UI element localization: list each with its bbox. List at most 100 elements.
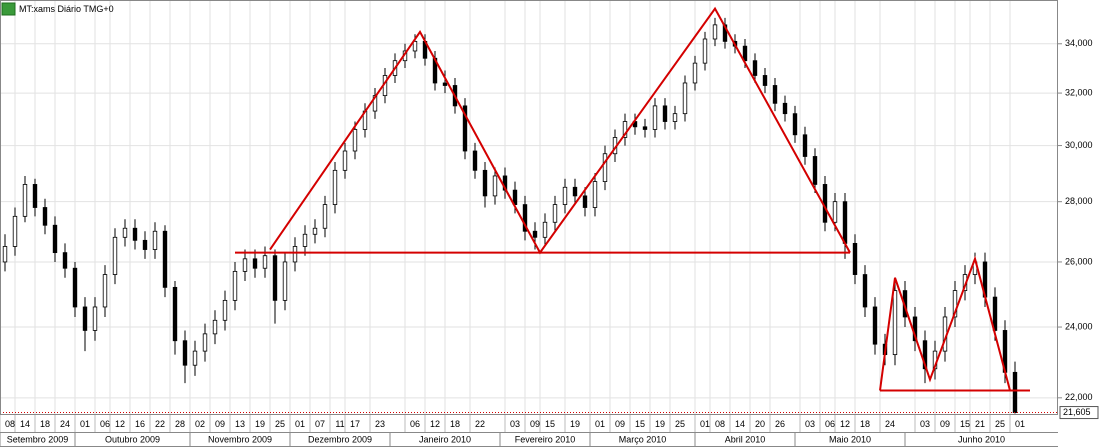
candle-body	[142, 239, 148, 250]
candle-body	[692, 62, 698, 84]
candle-body	[172, 286, 178, 342]
candle-body	[232, 270, 238, 301]
candle-body	[32, 184, 38, 208]
x-tick-label: 03	[920, 419, 930, 429]
candle-body	[602, 153, 608, 182]
x-tick-label: 22	[475, 419, 485, 429]
candle-body	[252, 258, 258, 269]
candle-body	[842, 201, 848, 244]
x-tick-label: 09	[615, 419, 625, 429]
candle-body	[92, 306, 98, 331]
month-label: Setembro 2009	[7, 434, 69, 444]
candle-body	[282, 261, 288, 301]
candle-body	[192, 350, 198, 366]
candle-body	[642, 126, 648, 130]
candle-body	[292, 246, 298, 263]
x-tick-label: 21	[975, 419, 985, 429]
candle-body	[812, 156, 818, 185]
x-tick-label: 11	[335, 419, 344, 429]
x-tick-label: 19	[570, 419, 580, 429]
candle-body	[662, 105, 668, 122]
x-tick-label: 06	[410, 419, 420, 429]
candle-body	[152, 230, 158, 250]
candle-body	[122, 227, 128, 238]
candle-body	[832, 201, 838, 223]
candle-body	[12, 215, 18, 247]
y-tick-label: 30,000	[1065, 140, 1093, 150]
candle-body	[312, 227, 318, 235]
x-tick-label: 14	[735, 419, 745, 429]
x-tick-label: 20	[755, 419, 765, 429]
candle-body	[862, 274, 868, 308]
candle-body	[492, 175, 498, 197]
x-tick-label: 13	[235, 419, 245, 429]
candle-body	[702, 38, 708, 64]
last-price-box	[1059, 406, 1099, 420]
candle-body	[752, 60, 758, 76]
candle-body	[472, 150, 478, 171]
candle-body	[1012, 371, 1018, 413]
candle-body	[2, 246, 8, 263]
x-tick-label: 22	[155, 419, 165, 429]
candle-body	[782, 102, 788, 115]
y-tick-label: 24,000	[1065, 321, 1093, 331]
month-label: Janeiro 2010	[419, 434, 471, 444]
candle-body	[582, 195, 588, 208]
x-tick-label: 12	[430, 419, 440, 429]
pattern-line	[879, 255, 1011, 391]
grid	[0, 0, 1058, 415]
candle-body	[792, 113, 798, 136]
candle-body	[742, 45, 748, 62]
x-tick-label: 26	[775, 419, 785, 429]
plot-border	[0, 0, 1058, 415]
x-tick-label: 08	[715, 419, 725, 429]
pattern-lines	[0, 6, 1058, 414]
y-tick-label: 32,000	[1065, 87, 1093, 97]
x-tick-label: 03	[805, 419, 815, 429]
candle-body	[272, 255, 278, 301]
x-tick-label: 01	[295, 419, 305, 429]
candle-body	[802, 134, 808, 157]
x-tick-label: 06	[100, 419, 110, 429]
x-tick-label: 24	[60, 419, 70, 429]
candle-body	[352, 129, 358, 152]
candle-body	[672, 113, 678, 122]
candle-body	[342, 150, 348, 171]
x-tick-label: 24	[885, 419, 895, 429]
symbol-icon	[1, 2, 16, 16]
candle-body	[112, 236, 118, 275]
header: MT:xams Diário TMG+0	[1, 2, 114, 16]
candle-body	[572, 186, 578, 197]
x-tick-label: 02	[195, 419, 205, 429]
y-tick-label: 34,000	[1065, 38, 1093, 48]
candle-body	[952, 290, 958, 318]
x-tick-label: 25	[995, 419, 1005, 429]
x-tick-label: 01	[1015, 419, 1025, 429]
y-tick-label: 22,000	[1065, 392, 1093, 402]
last-price-label: 21,605	[1063, 407, 1091, 417]
candle-body	[62, 252, 68, 269]
candle-body	[682, 82, 688, 115]
x-tick-label: 19	[255, 419, 265, 429]
candle-body	[222, 299, 228, 321]
candle-body	[242, 258, 248, 272]
x-tick-label: 12	[115, 419, 125, 429]
candle-body	[132, 227, 138, 241]
candle-body	[892, 290, 898, 356]
x-tick-label: 15	[545, 419, 555, 429]
x-tick-label: 19	[655, 419, 665, 429]
month-label: Abril 2010	[725, 434, 766, 444]
candle-body	[412, 40, 418, 52]
x-tick-label: 01	[595, 419, 605, 429]
candle-body	[652, 105, 658, 130]
chart-title: MT:xams Diário TMG+0	[19, 4, 114, 14]
month-label: Março 2010	[619, 434, 667, 444]
candle-body	[72, 267, 78, 308]
month-label: Fevereiro 2010	[515, 434, 576, 444]
x-tick-label: 18	[40, 419, 50, 429]
x-tick-label: 18	[450, 419, 460, 429]
month-label: Outubro 2009	[105, 434, 160, 444]
x-tick-label: 18	[860, 419, 870, 429]
candle-body	[522, 204, 528, 232]
